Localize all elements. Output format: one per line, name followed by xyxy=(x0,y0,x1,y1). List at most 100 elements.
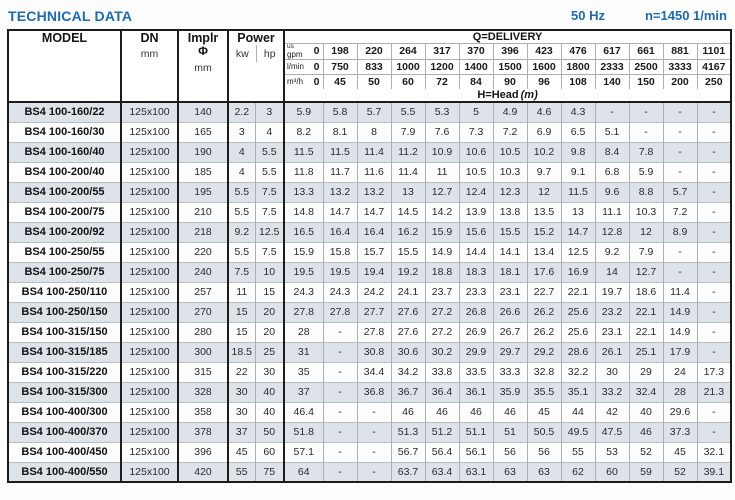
head-cell: - xyxy=(696,221,732,242)
head-cell: 19.5 xyxy=(322,261,358,282)
kw-cell: 37 xyxy=(228,421,255,442)
head-cell: - xyxy=(696,301,732,322)
delivery-value: 264 xyxy=(390,43,426,59)
head-cell: 7.9 xyxy=(628,241,664,262)
model-cell: BS4 100-400/300 xyxy=(8,401,122,422)
model-cell: BS4 100-250/150 xyxy=(8,301,122,322)
hp-cell: 50 xyxy=(254,421,286,442)
head-cell: 18.6 xyxy=(628,281,664,302)
head-cell: 29 xyxy=(628,361,664,382)
unit-label: l/min xyxy=(287,62,304,71)
head-cell: 14.4 xyxy=(458,241,494,262)
head-cell: 5.7 xyxy=(356,101,392,122)
delivery-value: 1000 xyxy=(390,58,426,74)
impeller-cell: 195 xyxy=(178,181,229,202)
head-cell: 50.5 xyxy=(526,421,562,442)
kw-cell: 5.5 xyxy=(228,241,255,262)
head-cell: 10.9 xyxy=(424,141,460,162)
hp-cell: 4 xyxy=(254,121,286,142)
head-cell: 5.3 xyxy=(424,101,460,122)
delivery-value: 2500 xyxy=(628,58,664,74)
head-cell: - xyxy=(322,441,358,462)
delivery-value: 45 xyxy=(322,73,358,89)
head-cell: 14.5 xyxy=(390,201,426,222)
head-cell: 63.7 xyxy=(390,461,426,482)
unit-name: gpm xyxy=(287,49,303,59)
head-cell: - xyxy=(322,381,358,402)
head-cell: 32.8 xyxy=(526,361,562,382)
head-cell: 4.9 xyxy=(492,101,528,122)
head-cell: 19.4 xyxy=(356,261,392,282)
kw-cell: 22 xyxy=(228,361,255,382)
head-cell: 23.7 xyxy=(424,281,460,302)
model-cell: BS4 100-200/75 xyxy=(8,201,122,222)
impeller-cell: 300 xyxy=(178,341,229,362)
impeller-cell: 420 xyxy=(178,461,229,482)
head-cell: - xyxy=(696,401,732,422)
kw-cell: 18.5 xyxy=(228,341,255,362)
head-cell: 34.4 xyxy=(356,361,392,382)
head-cell: 64 xyxy=(284,461,324,482)
impeller-header: Implr Φ mm xyxy=(178,30,229,102)
kw-cell: 3 xyxy=(228,121,255,142)
head-cell: 8.1 xyxy=(322,121,358,142)
head-cell: - xyxy=(628,101,664,122)
head-cell: 26.2 xyxy=(526,301,562,322)
head-cell: 16.5 xyxy=(284,221,324,242)
head-cell: - xyxy=(662,261,698,282)
kw-cell: 9.2 xyxy=(228,221,255,242)
delivery-value: 750 xyxy=(322,58,358,74)
head-cell: 46.4 xyxy=(284,401,324,422)
head-cell: 33.5 xyxy=(458,361,494,382)
head-cell: 52 xyxy=(662,461,698,482)
model-cell: BS4 100-400/550 xyxy=(8,461,122,482)
head-cell: 27.7 xyxy=(356,301,392,322)
table-row: BS4 100-315/150 125x100 280 15 20 28-27.8 27.6… xyxy=(8,321,732,342)
hp-cell: 3 xyxy=(254,101,286,122)
head-cell: 14.1 xyxy=(492,241,528,262)
head-cell: 19.5 xyxy=(284,261,324,282)
table-row: BS4 100-200/75 125x100 210 5.5 7.5 14.8 14.7 14… xyxy=(8,201,732,222)
delivery-value: 140 xyxy=(594,73,630,89)
kw-cell: 5.5 xyxy=(228,181,255,202)
header-row-top: MODEL DN mm Implr Φ mm xyxy=(8,30,732,102)
dn-cell: 125x100 xyxy=(121,381,179,402)
impeller-cell: 220 xyxy=(178,241,229,262)
hp-cell: 5.5 xyxy=(254,141,286,162)
dn-cell: 125x100 xyxy=(121,121,179,142)
head-cell: 6.9 xyxy=(526,121,562,142)
frequency-label: 50 Hz xyxy=(571,8,605,23)
head-cell: 63 xyxy=(492,461,528,482)
head-cell: 32.1 xyxy=(696,441,732,462)
dn-cell: 125x100 xyxy=(121,181,179,202)
table-row: BS4 100-315/185 125x100 300 18.5 25 31-30.8 30… xyxy=(8,341,732,362)
head-cell: 5.7 xyxy=(662,181,698,202)
head-cell: 9.2 xyxy=(594,241,630,262)
table-row: BS4 100-400/550 125x100 420 55 75 64- -63.7 63.… xyxy=(8,461,732,482)
delivery-value: 1800 xyxy=(560,58,596,74)
head-cell: - xyxy=(696,201,732,222)
head-cell: 45 xyxy=(526,401,562,422)
head-cell: - xyxy=(662,101,698,122)
table-row: BS4 100-160/40 125x100 190 4 5.5 11.5 11.5 11.4… xyxy=(8,141,732,162)
delivery-value: 661 xyxy=(628,43,664,59)
head-cell: - xyxy=(662,121,698,142)
head-cell: 5.9 xyxy=(628,161,664,182)
table-row: BS4 100-200/55 125x100 195 5.5 7.5 13.3 13.2 13… xyxy=(8,181,732,202)
head-cell: 33.3 xyxy=(492,361,528,382)
hp-cell: 75 xyxy=(254,461,286,482)
table-header: MODEL DN mm Implr Φ mm xyxy=(8,30,732,102)
head-cell: 5 xyxy=(458,101,494,122)
power-header-label: Power xyxy=(237,31,275,45)
hp-cell: 5.5 xyxy=(254,161,286,182)
head-cell: 11.6 xyxy=(356,161,392,182)
delivery-value: 108 xyxy=(560,73,596,89)
head-cell: 11.5 xyxy=(560,181,596,202)
delivery-value: 1400 xyxy=(458,58,494,74)
delivery-lmin-row: l/min 0 750 833 1000 1200 1400 1500 1600 1800 2333… xyxy=(8,58,732,74)
head-cell: - xyxy=(662,141,698,162)
head-cell: 12 xyxy=(526,181,562,202)
head-cell: 12 xyxy=(628,221,664,242)
head-label-text: H=Head xyxy=(477,89,519,101)
head-cell: 36.7 xyxy=(390,381,426,402)
